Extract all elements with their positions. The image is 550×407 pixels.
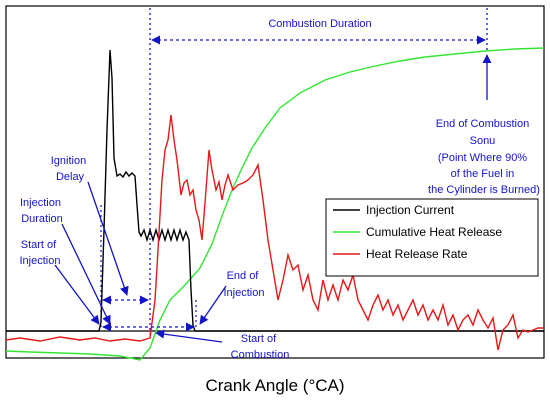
legend-label-injection-current: Injection Current [366, 203, 455, 217]
legend: Injection Current Cumulative Heat Releas… [325, 198, 539, 277]
injection-duration-pointer [61, 223, 111, 325]
end-of-combustion-label: End of Combustion Sonu (Point Where 90% … [428, 118, 540, 196]
end-of-injection-label: End of Injection [224, 270, 265, 299]
x-axis-title: Crank Angle (°CA) [205, 376, 344, 395]
ignition-delay-label: Ignition Delay [51, 155, 90, 183]
start-of-injection-label: Start of Injection [20, 239, 61, 267]
cumulative-heat-release-line [5, 47, 545, 361]
injection-duration-label: Injection Duration [20, 197, 64, 225]
combustion-duration-label: Combustion Duration [268, 18, 371, 30]
legend-label-heat-release-rate: Heat Release Rate [366, 247, 468, 261]
start-of-combustion-label: Start of Combustion [231, 333, 290, 361]
plot-frame [5, 5, 545, 359]
end-of-injection-pointer [199, 285, 227, 325]
legend-label-cumulative-heat-release: Cumulative Heat Release [366, 225, 502, 239]
legend-box [325, 198, 539, 277]
start-of-injection-pointer [54, 264, 100, 325]
start-of-combustion-pointer [155, 329, 223, 343]
ignition-delay-pointer [87, 181, 129, 296]
injection-current-line [6, 49, 544, 332]
heat-release-rate-line [5, 114, 544, 351]
